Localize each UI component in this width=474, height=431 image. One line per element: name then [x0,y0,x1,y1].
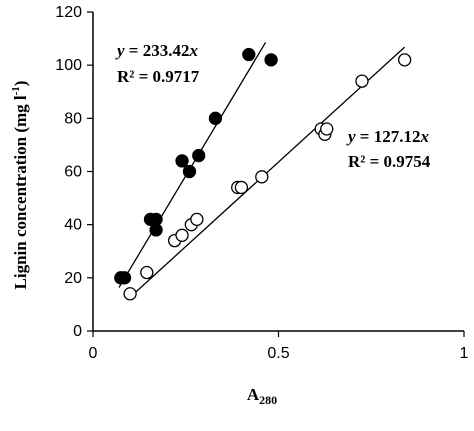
x-axis-title: A280 [247,385,277,407]
data-point-series-1 [149,223,163,237]
data-point-series-2 [320,122,334,136]
y-tick-label: 100 [55,57,82,74]
axes [87,11,465,337]
x-tick-label: 0 [89,345,98,362]
tick-labels: 0 20 40 60 80 100 120 0 0.5 1 [55,4,468,362]
data-points [114,47,412,301]
data-point-series-1 [175,154,189,168]
x-tick-label: 0.5 [267,345,289,362]
y-tick-label: 80 [64,110,82,127]
data-point-series-2 [397,53,412,67]
data-point-series-1 [242,47,256,62]
y-tick-label: 60 [64,164,82,181]
data-point-series-1 [117,271,132,285]
y-tick-label: 40 [64,217,82,234]
y-axis-title: Lignin concentration (mg l-1) [10,81,30,290]
data-point-series-2 [234,180,249,195]
r2-series-1: R² = 0.9717 [117,67,200,86]
data-point-series-2 [123,287,137,301]
y-tick-label: 120 [55,4,82,21]
data-point-series-1 [182,164,197,179]
data-point-series-1 [208,111,223,125]
equation-series-1: y = 233.42x [115,41,198,60]
data-point-series-1 [192,148,206,163]
data-point-series-2 [255,170,269,184]
data-point-series-2 [175,228,189,242]
y-tick-label: 20 [64,270,82,287]
equation-series-2: y = 127.12x [346,127,429,146]
data-point-series-2 [190,212,204,227]
y-tick-label: 0 [73,323,82,340]
trendline-series-2 [129,46,406,298]
r2-series-2: R² = 0.9754 [348,152,431,171]
data-point-series-2 [140,265,154,280]
trendline-series-1 [118,42,267,288]
x-tick-label: 1 [460,345,469,362]
data-point-series-1 [264,53,278,67]
trendlines [118,42,406,298]
data-point-series-2 [355,74,369,88]
